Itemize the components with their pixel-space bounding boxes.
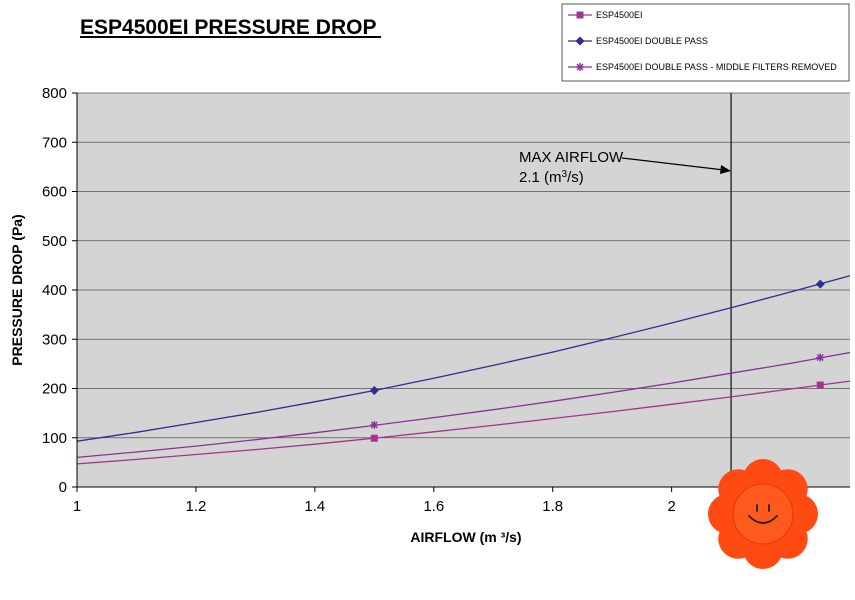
flower-smile [748,515,778,524]
legend-label-2: ESP4500EI DOUBLE PASS - MIDDLE FILTERS R… [596,62,837,72]
y-tick-label-8: 800 [42,85,67,102]
y-tick-label-7: 700 [42,134,67,151]
series-2-point-0 [370,420,379,429]
annotation-line1: MAX AIRFLOW [519,149,624,166]
x-tick-label-3: 1.6 [423,498,444,515]
series-1-point-0 [369,385,379,395]
y-tick-label-5: 500 [42,233,67,250]
legend-label-0: ESP4500EI [596,10,643,20]
chart-title: ESP4500EI PRESSURE DROP [80,16,376,39]
y-tick-label-4: 400 [42,282,67,299]
smiley-flower-sticker [708,459,818,569]
series-line-0 [76,380,851,465]
y-tick-label-1: 100 [42,430,67,447]
legend-marker-0 [576,11,584,19]
series-2-point-1 [816,353,825,362]
y-tick-label-6: 600 [42,184,67,201]
annotation-arrow-head [720,165,731,174]
x-tick-label-1: 1.2 [185,498,206,515]
grid-lines [77,92,850,439]
legend-box [561,3,850,82]
legend-label-1: ESP4500EI DOUBLE PASS [596,36,708,46]
series-0-point-1 [816,381,824,389]
y-tick-label-2: 200 [42,381,67,398]
x-tick-label-0: 1 [73,498,81,515]
y-axis-title: PRESSURE DROP (Pa) [9,214,25,365]
y-tick-label-3: 300 [42,331,67,348]
legend-marker-2 [576,63,584,71]
series-curves [76,275,851,465]
series-markers [369,279,825,442]
series-0-point-0 [370,434,378,442]
x-tick-label-5: 2 [667,498,675,515]
series-line-1 [76,275,851,442]
x-tick-label-2: 1.4 [304,498,325,515]
series-1-point-1 [815,279,825,289]
annotation-arrow-line [621,157,725,171]
legend-marker-1 [575,36,585,46]
x-axis-title: AIRFLOW (m ³/s) [410,529,521,545]
legend: ESP4500EI ESP4500EI DOUBLE PASS ESP4500EI … [561,3,850,82]
flower-center [732,483,794,545]
y-tick-label-0: 0 [59,479,67,496]
annotation-line2: 2.1 (m3/s) [519,169,584,187]
x-tick-label-4: 1.8 [542,498,563,515]
series-line-2 [76,351,851,459]
max-airflow-annotation: MAX AIRFLOW 2.1 (m3/s) [519,149,731,186]
tick-labels: 0 100 200 300 400 500 600 700 800 1 1.2 1.4 1.6 1.8 2 [42,85,676,515]
